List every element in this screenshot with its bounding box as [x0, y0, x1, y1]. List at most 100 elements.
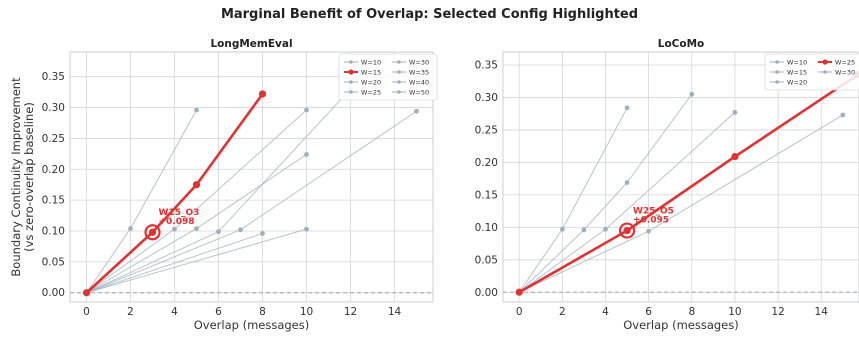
series-group — [82, 86, 419, 297]
legend-marker — [349, 90, 353, 94]
legend-label: W=35 — [409, 68, 429, 76]
data-point — [414, 108, 419, 114]
legend-label: W=20 — [361, 78, 381, 86]
data-point — [260, 231, 265, 236]
data-point — [624, 105, 630, 111]
data-point — [732, 109, 738, 115]
legend-marker — [397, 60, 401, 64]
legend-marker — [775, 70, 779, 74]
y-tick-label: 0.05 — [42, 256, 65, 268]
data-point — [304, 152, 309, 157]
selected-label: W25_O5 — [633, 207, 674, 217]
selected-value-label: +0.095 — [633, 216, 669, 226]
legend-label: W=30 — [409, 58, 429, 66]
legend-marker — [822, 59, 828, 65]
y-tick-label: 0.20 — [42, 164, 65, 176]
x-tick-label: 10 — [300, 306, 313, 318]
data-point — [128, 226, 133, 231]
series-line-W=15 — [85, 93, 264, 294]
data-point — [216, 229, 221, 235]
data-point — [689, 91, 695, 97]
y-tick-label: 0.25 — [475, 124, 498, 136]
figure-title: Marginal Benefit of Overlap: Selected Co… — [220, 7, 639, 22]
legend-marker — [397, 80, 401, 84]
data-point — [172, 226, 177, 232]
legend-box — [764, 53, 859, 91]
data-point — [559, 226, 565, 232]
legend-marker — [775, 80, 779, 84]
legend-marker — [349, 60, 353, 64]
series-line-W=25 — [518, 73, 859, 294]
legend-marker — [397, 70, 401, 74]
legend-label: W=25 — [361, 88, 381, 96]
legend-label: W=40 — [409, 78, 429, 86]
data-point — [192, 181, 201, 189]
panel-longmemeval: 0 2 4 6 8 10 12 14 0.00 0.05 0.10 0.15 0.20 0.25 0.30 0… — [9, 38, 438, 332]
y-axis-label-2: (vs zero-overlap baseline) — [22, 102, 36, 252]
x-tick-label: 12 — [344, 306, 357, 318]
x-axis-label: Overlap (messages) — [194, 318, 310, 332]
y-tick-label: 0.25 — [42, 133, 65, 145]
data-point — [194, 226, 199, 231]
y-tick-label: 0.10 — [475, 222, 498, 234]
panel-locomo: 0 2 4 6 8 10 12 14 0.00 0.05 0.10 0.15 0.20 0.25 0.30 0… — [475, 38, 859, 332]
legend-label: W=10 — [361, 58, 381, 66]
plot-frame — [502, 51, 859, 303]
legend-label: W=15 — [361, 68, 381, 76]
x-tick-label: 4 — [171, 306, 178, 318]
y-tick-label: 0.00 — [42, 287, 65, 299]
series-line-W=25 — [86, 154, 307, 294]
y-tick-label: 0.30 — [42, 102, 65, 114]
y-axis-label: Boundary Continuity Improvement — [9, 77, 23, 277]
series-line-W=15 — [518, 93, 693, 293]
x-tick-label: 6 — [645, 306, 652, 318]
x-tick-label: 2 — [559, 306, 566, 318]
y-tick-label: 0.20 — [475, 157, 498, 169]
legend-label: W=20 — [787, 78, 807, 86]
selected-label: W15_O3 — [159, 208, 200, 218]
y-tick-label: 0.10 — [42, 226, 65, 238]
legend-label: W=50 — [409, 88, 429, 96]
legend-label: W=15 — [787, 68, 807, 76]
y-tick-label: 0.00 — [475, 287, 498, 299]
x-axis-label: Overlap (messages) — [623, 318, 739, 332]
series-line-W=40 — [86, 233, 263, 294]
x-tick-label: 8 — [259, 306, 266, 318]
legend-marker — [397, 90, 401, 94]
data-point — [646, 228, 652, 234]
legend-marker — [775, 60, 779, 64]
data-point — [304, 107, 309, 113]
legend-label: W=10 — [787, 58, 807, 66]
data-point — [82, 289, 91, 297]
x-tick-label: 12 — [771, 306, 784, 318]
series-line-W=20 — [86, 109, 307, 294]
legend-label: W=25 — [835, 58, 855, 66]
series-line-W=50 — [86, 228, 307, 294]
selected-point — [623, 227, 631, 235]
x-tick-label: 10 — [728, 306, 741, 318]
data-point — [304, 226, 309, 232]
x-tick-label: 6 — [215, 306, 222, 318]
panel-title: LongMemEval — [210, 38, 292, 50]
legend-marker — [823, 70, 827, 74]
data-point — [731, 152, 739, 161]
x-tick-label: 0 — [83, 306, 90, 318]
selected-point — [149, 228, 156, 236]
data-point — [840, 112, 846, 118]
plot-frame — [69, 51, 434, 303]
selected-ring — [618, 222, 636, 239]
y-tick-label: 0.30 — [475, 92, 498, 104]
selected-ring — [144, 224, 161, 241]
x-tick-label: 4 — [602, 306, 609, 318]
data-point — [624, 180, 630, 185]
y-tick-label: 0.15 — [42, 195, 65, 207]
x-tick-label: 8 — [688, 306, 695, 318]
legend-marker — [349, 80, 353, 84]
y-tick-label: 0.15 — [475, 189, 498, 201]
legend-label: W=30 — [835, 68, 855, 76]
data-point — [258, 90, 267, 98]
x-tick-label: 2 — [127, 306, 134, 318]
data-point — [238, 227, 243, 233]
x-tick-label: 14 — [388, 306, 402, 318]
